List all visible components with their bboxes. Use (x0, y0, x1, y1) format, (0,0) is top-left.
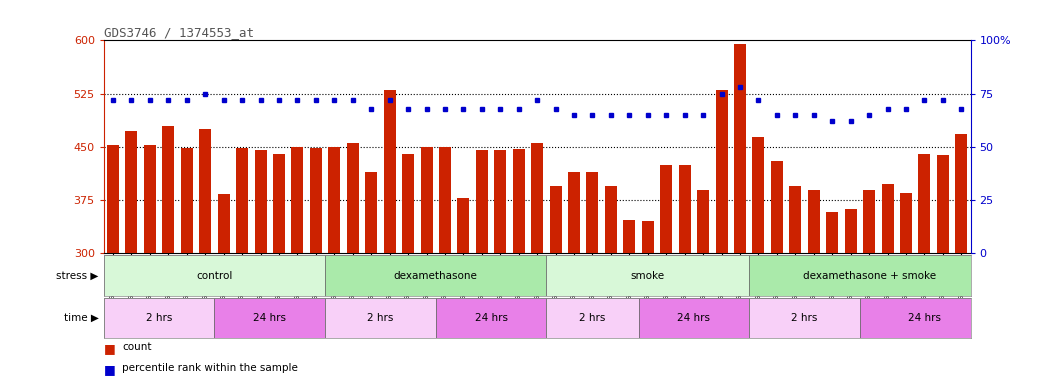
Bar (494, 151, 507, 253)
Bar (402, 154, 414, 253)
Bar (900, 193, 912, 253)
Bar (568, 172, 580, 253)
Bar (771, 161, 783, 253)
Bar (215, 298, 325, 338)
Bar (126, 131, 137, 253)
Bar (679, 166, 690, 253)
Bar (144, 146, 156, 253)
Bar (605, 186, 617, 253)
Text: GDS3746 / 1374553_at: GDS3746 / 1374553_at (104, 26, 254, 39)
Bar (365, 172, 377, 253)
Bar (104, 255, 325, 296)
Bar (698, 189, 709, 253)
Bar (273, 154, 285, 253)
Text: 24 hrs: 24 hrs (253, 313, 286, 323)
Text: control: control (196, 270, 233, 281)
Bar (458, 198, 469, 253)
Bar (641, 222, 654, 253)
Bar (325, 255, 546, 296)
Bar (104, 298, 215, 338)
Bar (384, 90, 395, 253)
Bar (826, 212, 839, 253)
Bar (638, 298, 749, 338)
Bar (586, 172, 599, 253)
Bar (546, 255, 749, 296)
Bar (881, 184, 894, 253)
Bar (749, 298, 859, 338)
Bar (864, 189, 875, 253)
Text: stress ▶: stress ▶ (56, 270, 99, 281)
Text: dexamethasone + smoke: dexamethasone + smoke (802, 270, 935, 281)
Bar (254, 151, 267, 253)
Text: 24 hrs: 24 hrs (908, 313, 940, 323)
Bar (734, 44, 746, 253)
Bar (749, 255, 989, 296)
Bar (845, 209, 856, 253)
Bar (292, 147, 303, 253)
Bar (107, 146, 119, 253)
Bar (328, 147, 340, 253)
Bar (546, 298, 638, 338)
Bar (439, 147, 450, 253)
Bar (436, 298, 546, 338)
Text: smoke: smoke (631, 270, 665, 281)
Bar (549, 186, 562, 253)
Bar (475, 151, 488, 253)
Bar (181, 148, 193, 253)
Bar (660, 166, 673, 253)
Text: time ▶: time ▶ (63, 313, 99, 323)
Bar (531, 143, 543, 253)
Bar (513, 149, 525, 253)
Text: 2 hrs: 2 hrs (367, 313, 393, 323)
Bar (310, 148, 322, 253)
Bar (218, 194, 229, 253)
Bar (937, 156, 949, 253)
Bar (753, 137, 764, 253)
Text: 24 hrs: 24 hrs (474, 313, 508, 323)
Text: dexamethasone: dexamethasone (393, 270, 477, 281)
Bar (624, 220, 635, 253)
Bar (715, 90, 728, 253)
Text: 24 hrs: 24 hrs (678, 313, 710, 323)
Text: 2 hrs: 2 hrs (146, 313, 172, 323)
Text: percentile rank within the sample: percentile rank within the sample (122, 363, 298, 373)
Text: ■: ■ (104, 363, 115, 376)
Bar (325, 298, 436, 338)
Text: ■: ■ (104, 342, 115, 355)
Bar (347, 143, 359, 253)
Bar (859, 298, 989, 338)
Bar (808, 189, 820, 253)
Bar (199, 129, 211, 253)
Bar (955, 134, 967, 253)
Text: count: count (122, 342, 152, 352)
Text: 2 hrs: 2 hrs (579, 313, 606, 323)
Bar (236, 148, 248, 253)
Bar (420, 147, 433, 253)
Bar (919, 154, 930, 253)
Bar (789, 186, 801, 253)
Text: 2 hrs: 2 hrs (791, 313, 818, 323)
Bar (162, 126, 174, 253)
